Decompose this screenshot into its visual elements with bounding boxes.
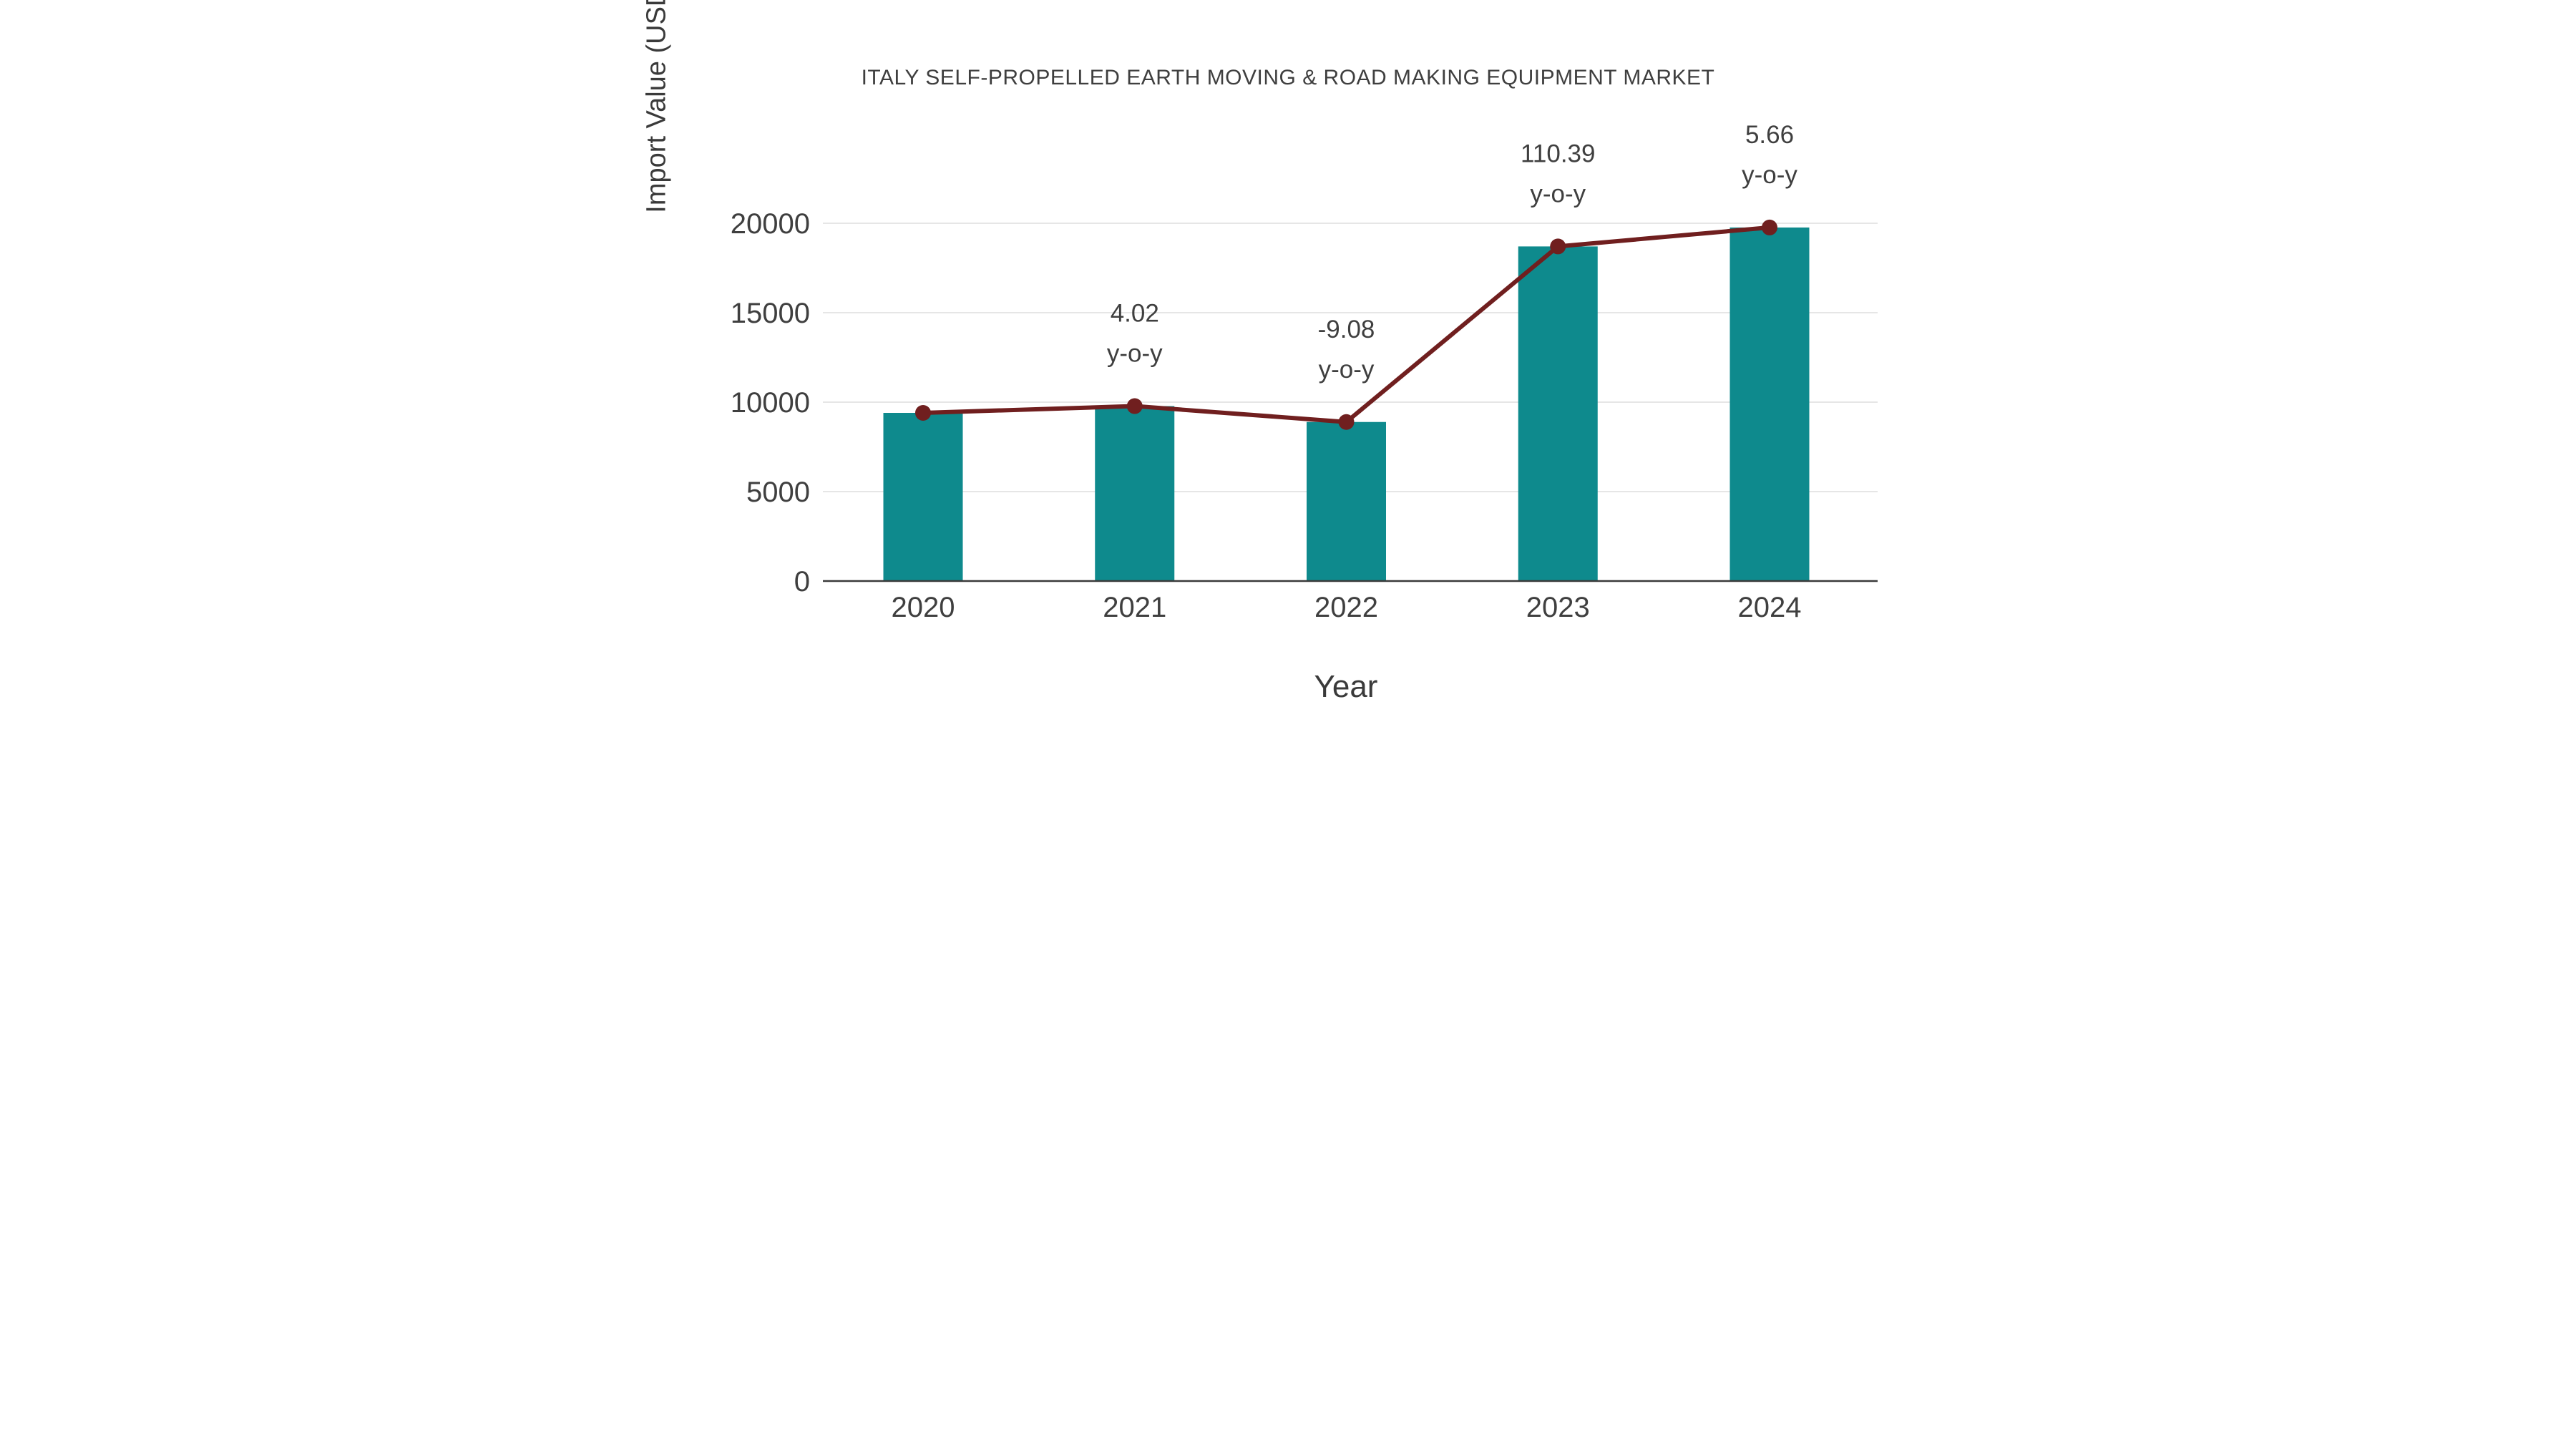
y-tick-label-10000: 10000 <box>731 387 810 419</box>
annotation-value-2021: 4.02 <box>1111 300 1159 328</box>
bar-2024 <box>1729 227 1810 581</box>
annotation-value-2024: 5.66 <box>1745 121 1794 149</box>
annotation-label-2024: y-o-y <box>1742 161 1797 189</box>
marker-2023 <box>1550 238 1566 255</box>
annotation-value-2022: -9.08 <box>1318 316 1375 343</box>
bar-2020 <box>883 413 963 581</box>
marker-2024 <box>1762 219 1777 235</box>
marker-2021 <box>1126 398 1143 414</box>
y-tick-label-5000: 5000 <box>746 477 810 508</box>
y-tick-label-20000: 20000 <box>731 208 810 240</box>
x-axis-title: Year <box>1314 669 1378 704</box>
chart-container: ITALY SELF-PROPELLED EARTH MOVING & ROAD… <box>644 0 1932 725</box>
y-tick-label-15000: 15000 <box>731 298 810 329</box>
annotation-label-2023: y-o-y <box>1530 180 1586 208</box>
x-tick-label-2023: 2023 <box>1526 592 1590 623</box>
annotation-label-2022: y-o-y <box>1319 356 1375 384</box>
bar-2023 <box>1518 246 1598 581</box>
x-tick-label-2022: 2022 <box>1314 592 1378 623</box>
bar-2022 <box>1307 421 1386 581</box>
marker-2022 <box>1338 414 1355 430</box>
y-tick-label-0: 0 <box>794 566 810 597</box>
x-tick-label-2020: 2020 <box>892 592 955 623</box>
bar-2021 <box>1095 406 1175 581</box>
x-tick-label-2021: 2021 <box>1103 592 1166 623</box>
marker-2020 <box>915 405 931 421</box>
annotation-value-2023: 110.39 <box>1521 140 1595 167</box>
chart-title: ITALY SELF-PROPELLED EARTH MOVING & ROAD… <box>861 66 1715 89</box>
chart-plot-area: 4.02 y-o-y -9.08 y-o-y 110.39 y-o-y 5.66 y-o-y 0… <box>731 121 1878 623</box>
x-tick-label-2024: 2024 <box>1738 592 1802 623</box>
annotation-label-2021: y-o-y <box>1107 340 1163 368</box>
